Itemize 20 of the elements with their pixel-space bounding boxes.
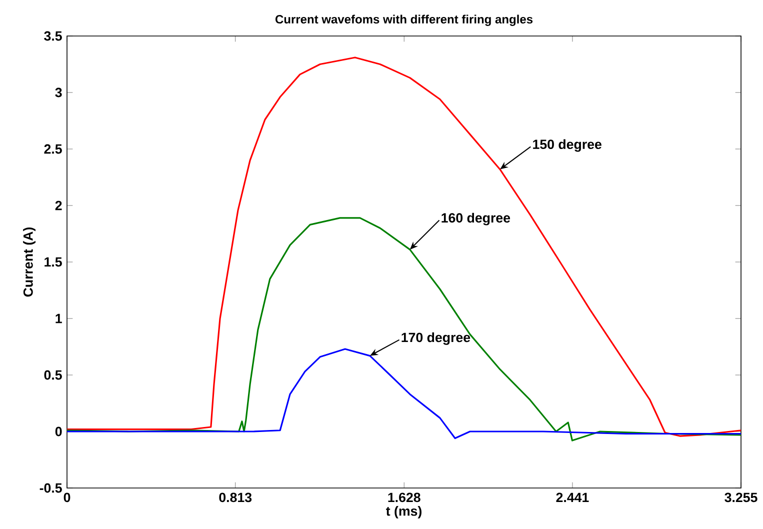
annotation: 150 degree	[533, 139, 602, 152]
x-axis-title: t (ms)	[386, 506, 422, 518]
y-tick-label: 3	[55, 88, 62, 98]
y-tick-label: 1.5	[44, 257, 62, 267]
x-tick-label: 3.255	[724, 492, 758, 502]
y-tick-label: -0.5	[40, 483, 62, 493]
x-tick-label: 0.813	[219, 492, 252, 502]
annotation: 170 degree	[402, 332, 470, 345]
x-tick-label: 2.441	[556, 492, 589, 502]
x-tick-label: 1.628	[388, 492, 420, 502]
y-tick-label: 3.5	[44, 31, 62, 41]
chart-title: Current wavefoms with different firing angles	[275, 14, 533, 26]
y-axis-title: Current (A)	[23, 227, 36, 297]
y-tick-label: 0.5	[44, 370, 62, 380]
y-tick-label: 2.5	[44, 144, 62, 154]
annotation: 160 degree	[442, 212, 510, 226]
y-tick-label: 0	[55, 426, 62, 436]
y-tick-label: 1	[56, 314, 62, 324]
y-tick-label: 2	[55, 200, 62, 210]
x-tick-label: 0	[64, 492, 70, 502]
